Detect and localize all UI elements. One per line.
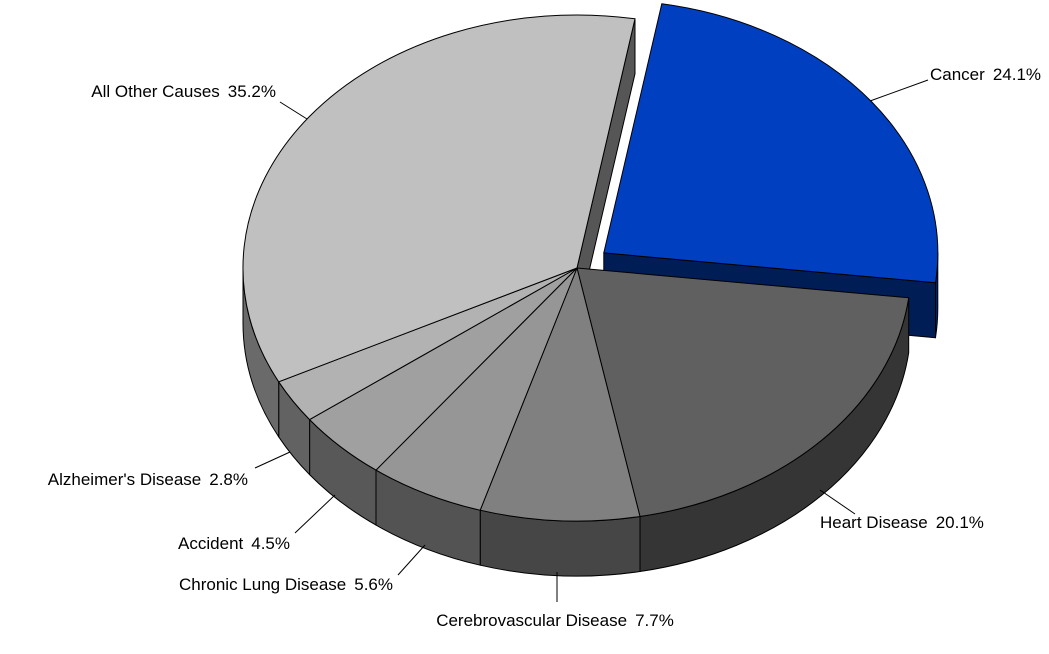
slice	[242, 14, 636, 383]
slice-label: Accident 4.5%	[178, 534, 290, 553]
leader-line	[869, 79, 929, 102]
value-label: 20.1%	[936, 513, 984, 532]
category-label: Chronic Lung Disease	[179, 575, 346, 594]
value-label: 5.6%	[354, 575, 393, 594]
value-label: 24.1%	[993, 65, 1041, 84]
leader-line	[819, 489, 856, 515]
value-label: 35.2%	[228, 82, 276, 101]
slice	[479, 267, 641, 522]
category-label: Cancer	[930, 65, 985, 84]
category-label: All Other Causes	[91, 82, 220, 101]
leader-line	[397, 544, 426, 576]
leader-line	[294, 494, 336, 534]
slice-label: Chronic Lung Disease 5.6%	[179, 575, 393, 594]
value-label: 4.5%	[251, 534, 290, 553]
slice-label: All Other Causes 35.2%	[91, 82, 276, 101]
slice	[603, 3, 939, 284]
category-label: Heart Disease	[820, 513, 928, 532]
value-label: 2.8%	[209, 470, 248, 489]
slice-label: Heart Disease 20.1%	[820, 513, 984, 532]
leader-line	[279, 101, 308, 120]
slice-label: Cerebrovascular Disease 7.7%	[436, 611, 674, 630]
slice-label: Alzheimer's Disease 2.8%	[48, 470, 248, 489]
value-label: 7.7%	[635, 611, 674, 630]
slice	[576, 267, 910, 517]
category-label: Cerebrovascular Disease	[436, 611, 627, 630]
leader-line	[254, 451, 291, 469]
category-label: Accident	[178, 534, 243, 553]
category-label: Alzheimer's Disease	[48, 470, 201, 489]
slice-label: Cancer 24.1%	[930, 65, 1041, 84]
